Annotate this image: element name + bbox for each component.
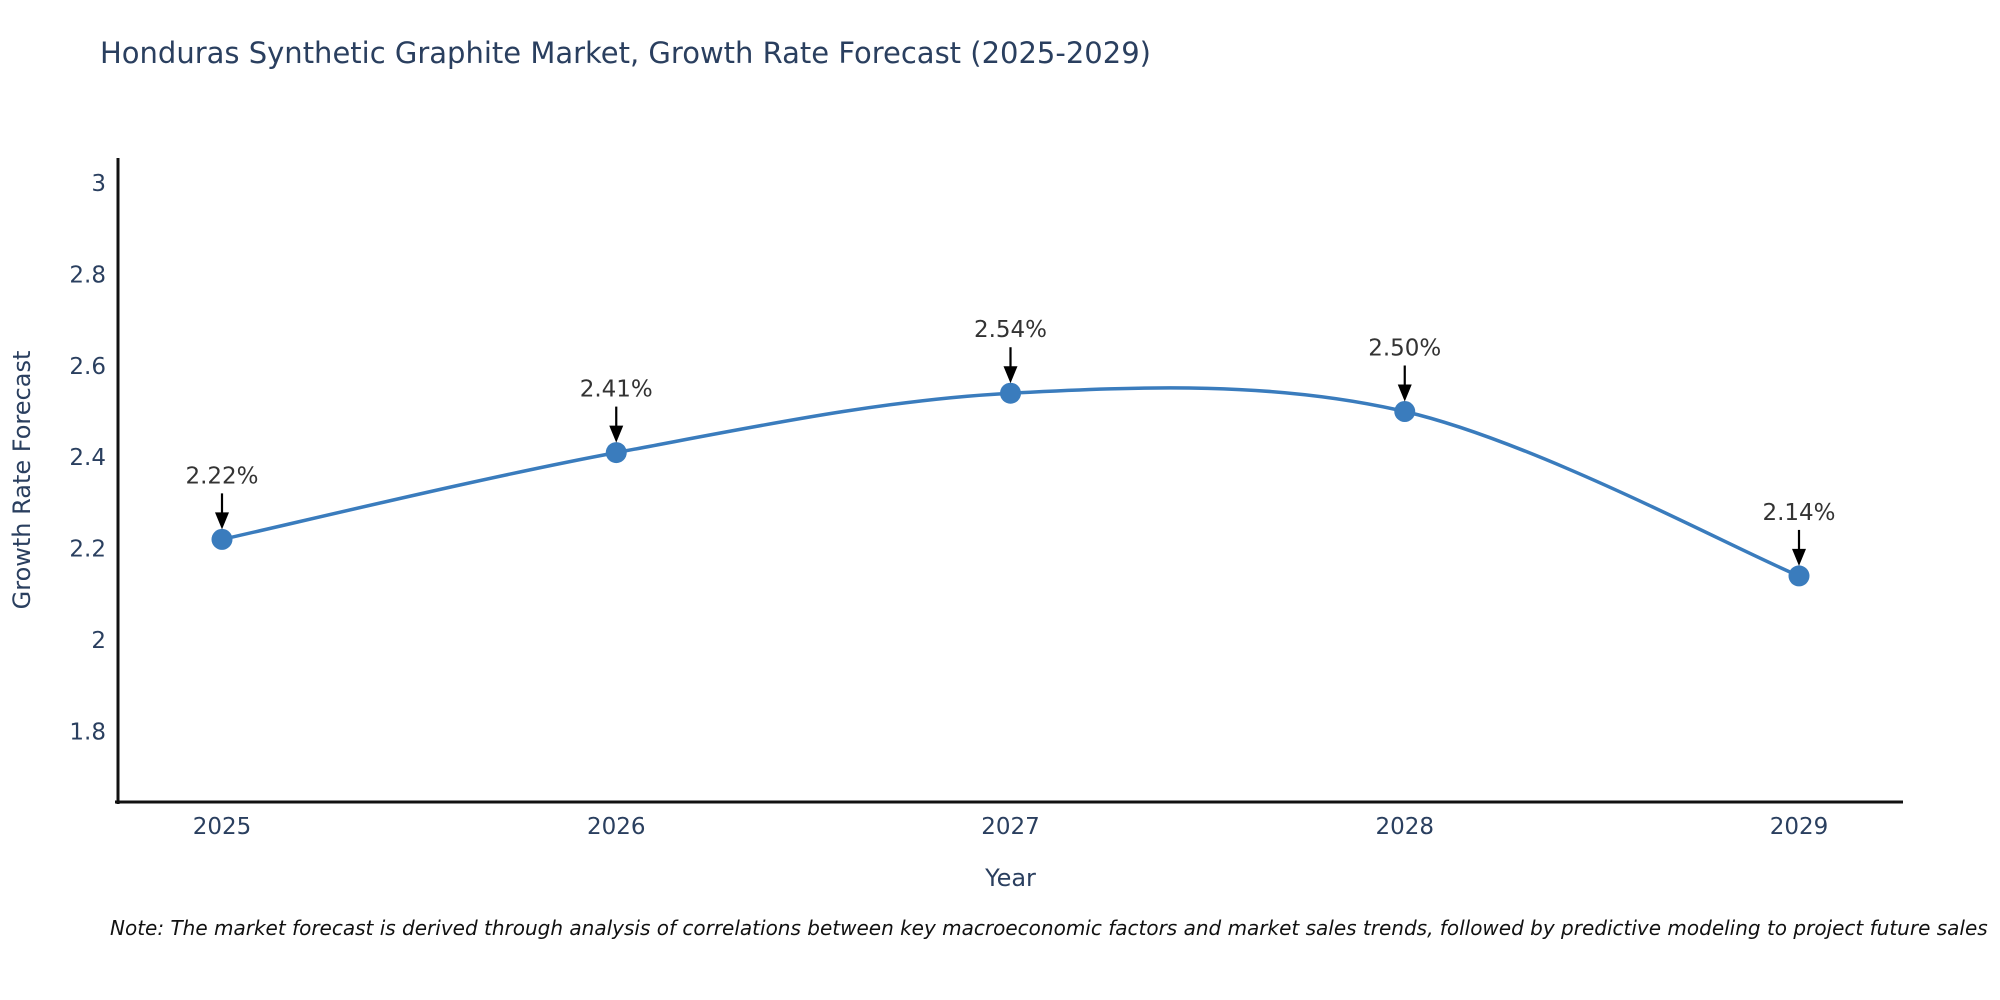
forecast-line (221, 386, 1800, 578)
annotation-label: 2.54% (974, 317, 1047, 343)
x-tick-label: 2029 (1770, 814, 1829, 840)
annotation-label: 2.14% (1762, 500, 1835, 526)
annotation-arrowhead (1397, 384, 1412, 402)
annotation-label: 2.41% (580, 377, 653, 403)
x-tick-label: 2028 (1375, 814, 1434, 840)
x-tick-label: 2026 (587, 814, 646, 840)
y-tick-label: 2.8 (69, 263, 106, 289)
chart-title: Honduras Synthetic Graphite Market, Grow… (100, 36, 1151, 70)
footnote: Note: The market forecast is derived thr… (110, 916, 1988, 940)
data-point-marker-2027 (1000, 382, 1021, 404)
data-point-marker-2025 (211, 528, 233, 550)
x-tick-label: 2027 (981, 814, 1040, 840)
annotation-label: 2.22% (185, 463, 258, 489)
line-chart-plot: 1.8 2 2.2 2.4 2.6 2.8 3 2025 2026 2027 2028 2029 Gro… (8, 158, 1903, 892)
y-tick-label: 2.6 (69, 354, 106, 380)
y-tick-label: 3 (91, 171, 106, 197)
annotation-arrowhead (1792, 548, 1806, 566)
x-tick-label: 2025 (193, 814, 252, 840)
y-tick-label: 2 (91, 628, 106, 654)
data-point-marker-2029 (1788, 565, 1810, 587)
annotation-arrowhead (609, 425, 624, 443)
y-axis-title: Growth Rate Forecast (8, 351, 36, 610)
annotation-label: 2.50% (1368, 335, 1441, 361)
y-tick-label: 1.8 (69, 719, 106, 745)
data-point-marker-2026 (605, 442, 627, 464)
x-axis-title: Year (984, 864, 1036, 892)
annotation-arrowhead (215, 512, 229, 530)
y-tick-label: 2.4 (69, 445, 106, 471)
data-point-marker-2028 (1394, 400, 1416, 422)
annotation-arrowhead (1003, 366, 1018, 384)
y-tick-label: 2.2 (69, 537, 106, 563)
